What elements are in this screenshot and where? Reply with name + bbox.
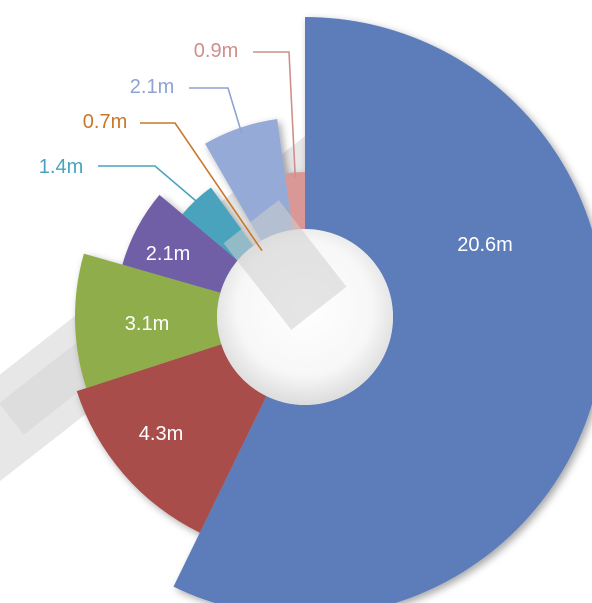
slice-label-7: 2.1m — [130, 76, 174, 98]
watermark-bar-center — [223, 200, 347, 330]
leader-lines-group — [98, 51, 297, 252]
slice-label-2: 4.3m — [139, 423, 183, 445]
slice-2 — [76, 344, 267, 533]
slice-label-8: 0.9m — [194, 40, 238, 62]
slice-label-6: 0.7m — [83, 111, 127, 133]
slice-label-5: 1.4m — [39, 156, 83, 178]
slice-8 — [284, 172, 305, 230]
slice-1 — [173, 17, 592, 603]
slices-group — [75, 17, 592, 603]
leader-line-8 — [253, 51, 297, 179]
leader-line-7 — [189, 87, 243, 134]
slice-label-1: 20.6m — [457, 234, 513, 256]
slice-label-3: 3.1m — [125, 313, 169, 335]
slice-4 — [122, 194, 238, 293]
labels-group: 20.6m 4.3m 3.1m 2.1m 1.4m 0.7m 2.1m 0.9m — [39, 40, 513, 445]
slice-label-4: 2.1m — [146, 243, 190, 265]
leader-line-5 — [98, 165, 201, 206]
leader-line-6 — [140, 122, 263, 252]
slice-3 — [75, 253, 222, 389]
